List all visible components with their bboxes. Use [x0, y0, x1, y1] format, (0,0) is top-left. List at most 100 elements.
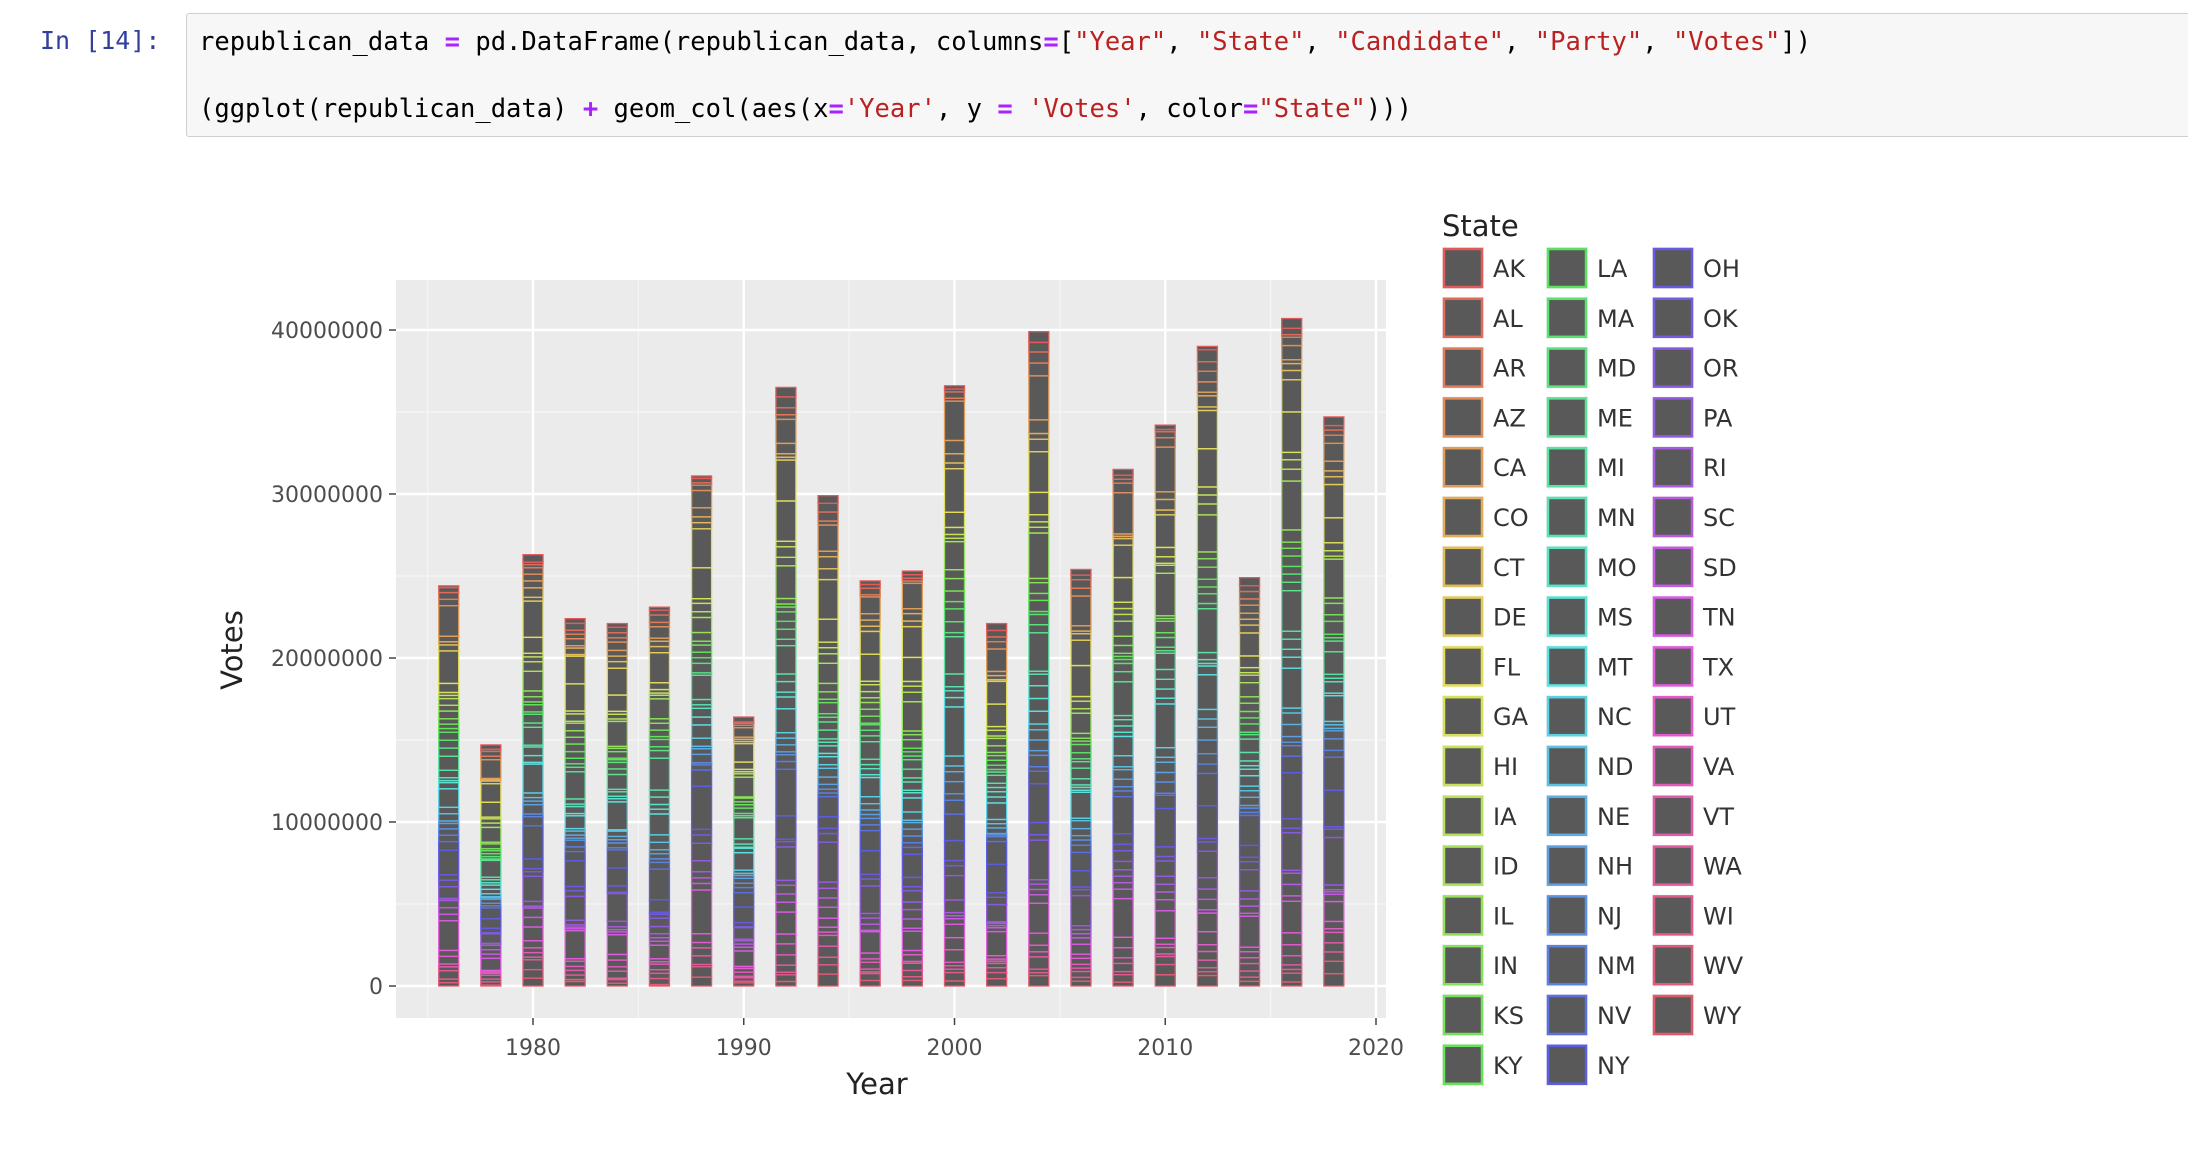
minor-grid	[396, 280, 1386, 1018]
code-cell-input[interactable]: republican_data = pd.DataFrame(republica…	[186, 13, 2188, 137]
bar	[901, 570, 923, 987]
bars	[438, 317, 1345, 987]
bar	[438, 585, 460, 987]
code-token: =	[444, 27, 460, 57]
bar-segment	[733, 716, 755, 723]
bar	[817, 494, 839, 987]
bar-segment	[986, 622, 1008, 632]
x-tick-label: 1980	[505, 1036, 561, 1061]
legend-swatch	[1652, 994, 1694, 1036]
bar-segment	[564, 617, 586, 625]
legend-item: RI	[1652, 446, 1727, 489]
bar-segment	[1323, 416, 1345, 427]
bar-fill	[480, 744, 501, 986]
legend-label: DE	[1493, 604, 1527, 632]
legend-swatch	[1442, 446, 1484, 488]
y-tick-label: 20000000	[271, 647, 383, 672]
legend-item: NV	[1546, 994, 1632, 1036]
legend-item: CT	[1442, 545, 1525, 588]
legend-label: HI	[1493, 753, 1518, 781]
legend-label: RI	[1703, 454, 1727, 482]
legend-label: AK	[1493, 255, 1526, 283]
legend-swatch	[1652, 596, 1694, 637]
x-axis-title: Year	[845, 1067, 907, 1101]
code-token: ,	[1166, 27, 1197, 57]
legend-swatch	[1442, 845, 1484, 886]
legend-swatch	[1546, 496, 1588, 538]
legend-item: MO	[1546, 545, 1637, 588]
legend-swatch	[1546, 546, 1588, 588]
x-tick-label: 2010	[1137, 1036, 1193, 1061]
bar-segment	[817, 494, 839, 505]
legend-item: OK	[1652, 296, 1739, 339]
code-token	[1013, 94, 1028, 124]
legend-item: NM	[1546, 944, 1636, 987]
legend-swatch	[1652, 446, 1694, 488]
legend-item: WV	[1652, 944, 1744, 987]
legend-item: ID	[1442, 844, 1519, 887]
code-token: "Candidate"	[1335, 27, 1505, 57]
legend-item: LA	[1546, 247, 1628, 289]
legend-item: NE	[1546, 794, 1630, 837]
legend-swatch	[1546, 347, 1588, 388]
bar-segment	[1112, 468, 1134, 476]
legend-item: IL	[1442, 894, 1514, 937]
legend-item: ME	[1546, 396, 1633, 439]
bar-segment	[480, 744, 502, 751]
legend-swatch	[1442, 646, 1484, 687]
bar	[480, 744, 502, 987]
bar-segment	[438, 585, 460, 589]
bar	[1070, 568, 1092, 987]
legend-swatch	[1442, 944, 1484, 986]
legend-label: GA	[1493, 703, 1529, 731]
code-token: 'Votes'	[1028, 94, 1136, 124]
legend-label: MI	[1597, 454, 1625, 482]
legend-item: MI	[1546, 446, 1625, 489]
bar-segment	[1196, 345, 1219, 351]
legend-swatch	[1546, 596, 1588, 637]
legend-swatch	[1652, 496, 1694, 538]
legend-label: OR	[1703, 355, 1739, 383]
legend-item: NY	[1546, 1043, 1630, 1086]
code-token: ,	[1304, 27, 1336, 57]
legend-item: OR	[1652, 346, 1739, 389]
code-token: =	[1043, 27, 1059, 57]
bar-fill	[986, 623, 1007, 986]
code-token: republican_data	[199, 27, 445, 57]
legend-label: MS	[1597, 604, 1633, 632]
legend-swatch	[1652, 845, 1694, 886]
legend-label: FL	[1493, 653, 1521, 681]
legend-swatch	[1546, 795, 1588, 837]
legend-item: SC	[1652, 496, 1735, 538]
legend-label: VA	[1703, 753, 1735, 781]
legend-label: KY	[1493, 1052, 1523, 1080]
legend-label: NE	[1597, 803, 1630, 831]
code-token: =	[828, 94, 844, 124]
code-token: [	[1058, 27, 1075, 57]
legend-title: State	[1442, 209, 1519, 243]
legend-item: AL	[1442, 296, 1523, 339]
legend-swatch	[1652, 297, 1694, 339]
bar-segment	[690, 475, 713, 480]
legend-swatch	[1652, 695, 1694, 737]
legend-item: SD	[1652, 545, 1737, 588]
y-tick-label: 30000000	[271, 483, 383, 508]
bar-fill	[775, 387, 796, 986]
legend-label: ID	[1493, 853, 1519, 881]
bar	[733, 716, 755, 987]
legend-label: TX	[1702, 653, 1734, 681]
bar-segment	[943, 385, 966, 390]
bar	[1028, 330, 1050, 987]
legend-swatch	[1652, 895, 1694, 936]
code-token: ,	[1504, 27, 1535, 57]
legend-item: WI	[1652, 894, 1734, 937]
legend-item: KS	[1442, 994, 1524, 1036]
bar-segment	[648, 606, 671, 611]
bar	[522, 554, 544, 987]
bar	[606, 622, 628, 987]
legend-swatch	[1442, 397, 1484, 438]
legend-item: DE	[1442, 595, 1527, 638]
code-token: "Year"	[1074, 27, 1167, 57]
legend-label: NJ	[1597, 902, 1622, 930]
legend-swatch	[1652, 745, 1694, 787]
